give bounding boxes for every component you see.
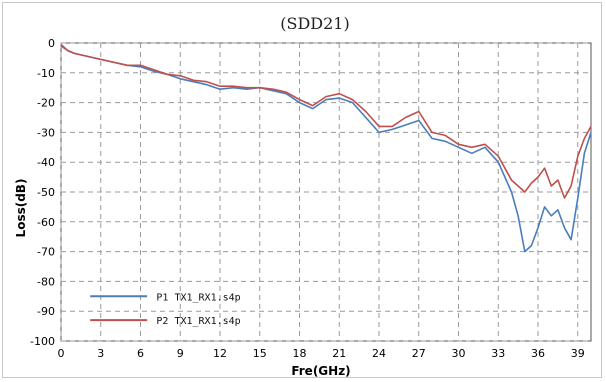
x-tick-label: 18 [293, 347, 307, 360]
x-tick-label: 30 [452, 347, 466, 360]
y-tick-label: -30 [37, 126, 55, 139]
y-axis-label: Loss(dB) [14, 179, 28, 238]
x-tick-label: 21 [332, 347, 346, 360]
legend-label-1: P1 TX1_RX1.s4p [156, 292, 240, 303]
y-tick-label: -80 [37, 275, 55, 288]
x-tick-label: 9 [177, 347, 184, 360]
x-tick-label: 39 [571, 347, 585, 360]
y-tick-label: -100 [30, 335, 55, 348]
y-tick-label: -40 [37, 156, 55, 169]
x-tick-label: 27 [412, 347, 426, 360]
chart-frame: (SDD21) Fre(GHz) Loss(dB) 0 3 6 9 12 15 18 21 24… [2, 2, 602, 378]
x-tick-label: 36 [531, 347, 545, 360]
y-tick-label: 0 [48, 37, 55, 50]
legend-label-2: P2 TX1_RX1.s4p [156, 316, 240, 327]
y-tick-label: -50 [37, 186, 55, 199]
series-line-2 [60, 43, 592, 199]
grid [60, 42, 592, 342]
series-group [60, 43, 592, 253]
x-tick-label: 24 [372, 347, 386, 360]
x-tick-label: 33 [491, 347, 505, 360]
series-line-1 [60, 45, 592, 253]
x-axis-label: Fre(GHz) [291, 364, 350, 378]
y-tick-label: -20 [37, 97, 55, 110]
y-tick-label: -60 [37, 216, 55, 229]
legend: P1 TX1_RX1.s4p P2 TX1_RX1.s4p [90, 292, 241, 327]
x-tick-label: 12 [213, 347, 227, 360]
chart-svg: (SDD21) Fre(GHz) Loss(dB) 0 3 6 9 12 15 18 21 24… [14, 14, 592, 378]
y-tick-label: -70 [37, 246, 55, 259]
x-tick-label: 3 [97, 347, 104, 360]
y-tick-label: -10 [37, 67, 55, 80]
x-tick-label: 6 [137, 347, 144, 360]
chart-title: (SDD21) [280, 14, 349, 33]
x-tick-label: 0 [58, 347, 65, 360]
tick-labels: 0 3 6 9 12 15 18 21 24 27 30 33 36 390-10-20-30-40-50… [30, 37, 585, 360]
x-tick-label: 15 [253, 347, 267, 360]
y-tick-label: -90 [37, 305, 55, 318]
